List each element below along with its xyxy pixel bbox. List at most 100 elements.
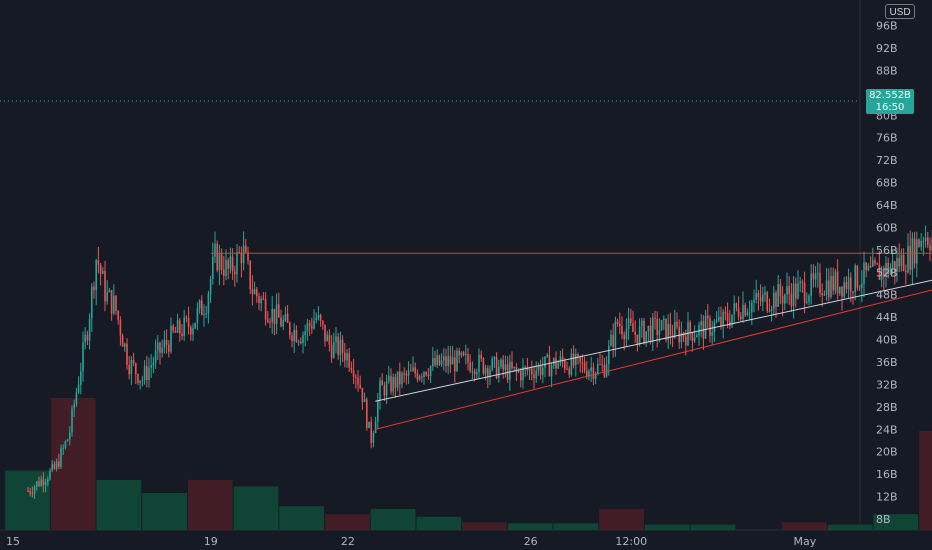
- candle-body: [859, 288, 861, 289]
- candle-body: [166, 340, 168, 345]
- candle-body: [131, 360, 133, 374]
- candle-body: [872, 260, 874, 267]
- candle-body: [47, 479, 49, 482]
- candle-body: [29, 491, 31, 493]
- candle-body: [386, 381, 388, 395]
- candle-body: [456, 351, 458, 372]
- candle-body: [824, 295, 826, 296]
- volume-bar: [919, 431, 932, 530]
- candle-body: [258, 296, 260, 303]
- candle-body: [665, 319, 667, 341]
- candle-body: [520, 371, 522, 380]
- candle-body: [377, 400, 379, 421]
- candle-body: [188, 318, 190, 327]
- candle-body: [791, 294, 793, 306]
- candle-body: [388, 376, 390, 382]
- candle-body: [870, 266, 872, 267]
- candle-body: [111, 290, 113, 313]
- candle-body: [337, 337, 339, 356]
- last-price-countdown: 16:50: [866, 102, 914, 114]
- candle-body: [93, 287, 95, 290]
- candle-body: [628, 319, 630, 329]
- candle-body: [560, 356, 562, 363]
- candle-body: [260, 299, 262, 303]
- candle-body: [771, 309, 773, 311]
- candle-body: [795, 284, 797, 299]
- candle-body: [478, 355, 480, 372]
- candle-body: [381, 380, 383, 385]
- candle-body: [821, 293, 823, 295]
- candle-body: [241, 252, 243, 263]
- candle-body: [126, 344, 128, 365]
- candle-body: [868, 266, 870, 270]
- candle-body: [106, 292, 108, 301]
- candle-body: [410, 370, 412, 371]
- volume-bar: [188, 480, 233, 530]
- candle-body: [782, 296, 784, 303]
- price-tick-label: 76B: [876, 132, 898, 145]
- price-tick-label: 96B: [876, 20, 898, 33]
- candle-body: [192, 328, 194, 334]
- volume-bar: [51, 398, 96, 530]
- candle-body: [711, 332, 713, 336]
- candle-body: [485, 368, 487, 374]
- candle-body: [304, 331, 306, 335]
- candle-body: [927, 237, 929, 245]
- candle-body: [366, 399, 368, 428]
- volume-bar: [142, 493, 187, 530]
- candle-body: [296, 330, 298, 342]
- candle-body: [36, 481, 38, 486]
- candle-body: [784, 295, 786, 304]
- candle-body: [384, 385, 386, 395]
- candle-body: [898, 258, 900, 266]
- candle-body: [617, 322, 619, 324]
- candle-body: [659, 330, 661, 335]
- candle-body: [630, 319, 632, 324]
- candle-body: [254, 289, 256, 294]
- candle-body: [170, 326, 172, 352]
- candle-body: [40, 479, 42, 486]
- candle-body: [326, 335, 328, 341]
- candle-body: [747, 313, 749, 316]
- currency-badge[interactable]: USD: [885, 4, 915, 19]
- candle-body: [634, 332, 636, 335]
- candle-body: [153, 363, 155, 366]
- candle-body: [716, 320, 718, 321]
- candle-body: [773, 293, 775, 309]
- candle-body: [139, 381, 141, 383]
- candle-body: [315, 318, 317, 321]
- candle-body: [604, 365, 606, 377]
- candle-body: [544, 357, 546, 368]
- candle-body: [27, 491, 29, 492]
- candle-body: [364, 399, 366, 402]
- candle-body: [322, 321, 324, 325]
- candle-body: [150, 365, 152, 368]
- candle-body: [736, 303, 738, 307]
- candle-body: [122, 336, 124, 347]
- candle-body: [65, 441, 67, 447]
- candle-body: [302, 335, 304, 343]
- candle-body: [458, 351, 460, 356]
- volume-bar: [645, 525, 690, 530]
- candle-body: [159, 343, 161, 353]
- candle-body: [91, 287, 93, 319]
- candle-body: [331, 345, 333, 358]
- candle-body: [876, 263, 878, 264]
- candle-body: [56, 461, 58, 468]
- candle-body: [802, 282, 804, 283]
- candle-body: [32, 493, 34, 494]
- candle-body: [450, 356, 452, 364]
- time-axis-labels: 1519222612:00May47: [6, 535, 932, 548]
- candle-body: [857, 266, 859, 288]
- candle-body: [804, 283, 806, 303]
- candle-body: [219, 254, 221, 271]
- candle-body: [830, 276, 832, 297]
- candle-body: [542, 368, 544, 375]
- candle-body: [861, 284, 863, 288]
- candle-body: [769, 311, 771, 312]
- candle-body: [245, 246, 247, 252]
- candle-body: [535, 371, 537, 378]
- candle-body: [280, 318, 282, 327]
